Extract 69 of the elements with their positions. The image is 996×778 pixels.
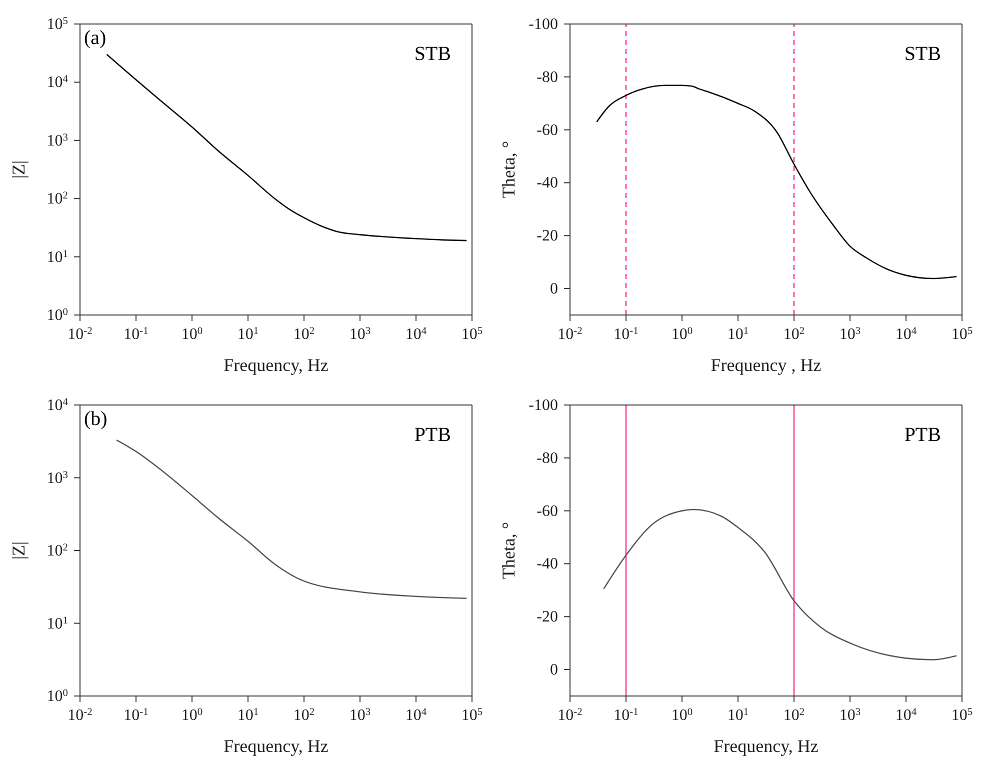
- y-tick-label: -100: [528, 397, 558, 414]
- y-tick-label: 10$^{4}$: [46, 396, 69, 414]
- y-tick-label: 0: [550, 662, 558, 679]
- annotation: PTB: [414, 424, 451, 447]
- y-tick-label: -40: [536, 556, 558, 573]
- x-tick-label: 10$^{-1}$: [124, 326, 148, 343]
- y-tick-label: -80: [536, 450, 558, 467]
- x-tick-label: 10$^{1}$: [237, 326, 259, 343]
- x-tick-label: 10$^{4}$: [895, 326, 918, 343]
- y-tick-label: 10$^{5}$: [46, 16, 68, 33]
- y-tick-label: 10$^{2}$: [46, 542, 68, 560]
- x-axis-title: Frequency, Hz: [714, 736, 818, 756]
- y-tick-label: 0: [550, 280, 558, 298]
- x-tick-label: 10$^{-2}$: [68, 326, 92, 343]
- x-axis-title: Frequency , Hz: [710, 355, 822, 375]
- x-tick-label: 10$^{-2}$: [558, 706, 582, 724]
- y-tick-label: 10$^{2}$: [46, 190, 68, 208]
- x-tick-label: 10$^{2}$: [783, 706, 805, 724]
- y-tick-label: 10$^{1}$: [46, 614, 68, 632]
- x-tick-label: 10$^{3}$: [839, 706, 861, 724]
- y-tick-label: -60: [536, 122, 558, 139]
- x-tick-label: 10$^{4}$: [405, 326, 428, 343]
- x-axis-title: Frequency, Hz: [224, 355, 328, 375]
- x-tick-label: 10$^{0}$: [181, 326, 203, 343]
- x-tick-label: 10$^{0}$: [671, 326, 693, 343]
- y-tick-label: 10$^{3}$: [46, 132, 68, 150]
- annotation: STB: [414, 43, 451, 66]
- y-tick-label: -20: [536, 608, 558, 626]
- x-tick-label: 10$^{2}$: [783, 326, 805, 343]
- x-tick-label: 10$^{5}$: [461, 326, 483, 343]
- x-tick-label: 10$^{-1}$: [614, 706, 638, 724]
- x-tick-label: 10$^{1}$: [237, 706, 259, 724]
- x-axis-title: Frequency, Hz: [224, 736, 328, 756]
- y-axis-title: Theta, °: [498, 522, 518, 580]
- x-tick-label: 10$^{5}$: [951, 706, 973, 724]
- y-axis-title: |Z|: [8, 160, 28, 179]
- x-tick-label: 10$^{3}$: [349, 326, 371, 343]
- y-tick-label: 10$^{0}$: [46, 688, 68, 705]
- y-axis-title: Theta, °: [498, 140, 518, 198]
- y-tick-label: -40: [536, 174, 558, 192]
- x-tick-label: 10$^{-2}$: [558, 326, 582, 343]
- y-tick-label: 10$^{4}$: [46, 74, 69, 92]
- x-tick-label: 10$^{1}$: [727, 706, 749, 724]
- y-tick-label: -60: [536, 502, 558, 520]
- x-tick-label: 10$^{3}$: [349, 706, 371, 724]
- y-tick-label: -20: [536, 228, 558, 245]
- x-tick-label: 10$^{0}$: [671, 706, 693, 724]
- x-tick-label: 10$^{5}$: [461, 706, 483, 724]
- x-tick-label: 10$^{5}$: [951, 326, 973, 343]
- annotation: (b): [84, 408, 108, 431]
- y-tick-label: -100: [528, 16, 558, 33]
- y-tick-label: -80: [536, 68, 558, 86]
- x-tick-label: 10$^{2}$: [293, 706, 315, 724]
- x-tick-label: 10$^{2}$: [293, 326, 315, 343]
- annotation: STB: [904, 43, 941, 66]
- x-tick-label: 10$^{1}$: [727, 326, 749, 343]
- x-tick-label: 10$^{-1}$: [124, 706, 148, 724]
- y-tick-label: 10$^{3}$: [46, 469, 68, 487]
- x-tick-label: 10$^{-1}$: [614, 326, 638, 343]
- y-tick-label: 10$^{0}$: [46, 306, 68, 324]
- x-tick-label: 10$^{4}$: [895, 706, 918, 724]
- x-tick-label: 10$^{-2}$: [68, 706, 92, 724]
- annotation: (a): [84, 27, 106, 50]
- x-tick-label: 10$^{3}$: [839, 326, 861, 343]
- x-tick-label: 10$^{4}$: [405, 706, 428, 724]
- x-tick-label: 10$^{0}$: [181, 706, 203, 724]
- y-axis-title: |Z|: [8, 541, 28, 560]
- y-tick-label: 10$^{1}$: [46, 248, 68, 266]
- annotation: PTB: [904, 424, 941, 447]
